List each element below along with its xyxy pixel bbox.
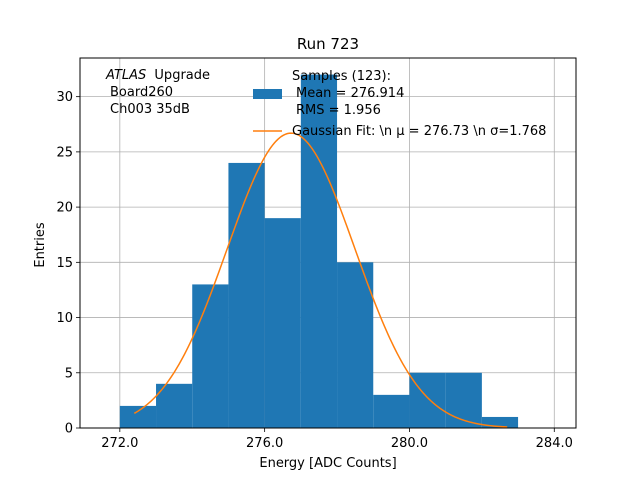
y-tick-label: 0: [65, 422, 73, 437]
x-tick-label: 280.0: [391, 436, 428, 451]
histogram-bar: [192, 284, 229, 428]
y-axis-ticks: 0 5 10 15 20 25 30: [56, 90, 80, 437]
svg-text:ATLAS Upgrade: ATLAS Upgrade: [105, 68, 210, 83]
chart-title: Run 723: [297, 35, 359, 53]
legend-samples-line-1: Samples (123):: [292, 69, 391, 84]
y-tick-label: 10: [56, 311, 73, 326]
histogram-bar: [409, 372, 446, 428]
annotation-line-3: Ch003 35dB: [110, 102, 190, 117]
x-tick-label: 284.0: [536, 436, 573, 451]
histogram-bars: [119, 74, 519, 429]
histogram-bar: [156, 383, 193, 428]
y-tick-label: 15: [56, 256, 73, 271]
histogram-bar: [119, 405, 157, 428]
legend-samples-line-3: RMS = 1.956: [296, 103, 381, 118]
histogram-bar: [373, 394, 410, 428]
y-tick-label: 5: [65, 366, 73, 381]
x-tick-label: 272.0: [101, 436, 138, 451]
histogram-bar: [445, 372, 482, 428]
legend-fit-text: Gaussian Fit: \n μ = 276.73 \n σ=1.768: [292, 124, 546, 139]
legend: Samples (123): Mean = 276.914 RMS = 1.95…: [253, 69, 546, 139]
legend-samples-line-2: Mean = 276.914: [296, 86, 404, 101]
histogram-bar: [228, 162, 265, 429]
x-tick-label: 276.0: [246, 436, 283, 451]
y-tick-label: 20: [56, 201, 73, 216]
annotation-line-2: Board260: [110, 85, 173, 100]
atlas-annotation: ATLAS Upgrade Board260 Ch003 35dB: [105, 68, 210, 117]
x-axis-ticks: 272.0 276.0 280.0 284.0: [101, 428, 573, 451]
x-axis-label: Energy [ADC Counts]: [259, 456, 396, 471]
y-tick-label: 25: [56, 145, 73, 160]
gaussian-fit-curve: [133, 132, 508, 428]
y-axis-label: Entries: [33, 222, 48, 268]
histogram-bar: [300, 74, 338, 428]
histogram-bar: [481, 416, 519, 428]
histogram-bar: [337, 262, 374, 428]
legend-bar-swatch: [253, 89, 282, 99]
y-tick-label: 30: [56, 90, 73, 105]
axes-frame: [79, 57, 577, 429]
annotation-line-1: Upgrade: [154, 68, 210, 83]
histogram-bar: [264, 218, 301, 428]
annotation-atlas: ATLAS: [105, 68, 146, 83]
